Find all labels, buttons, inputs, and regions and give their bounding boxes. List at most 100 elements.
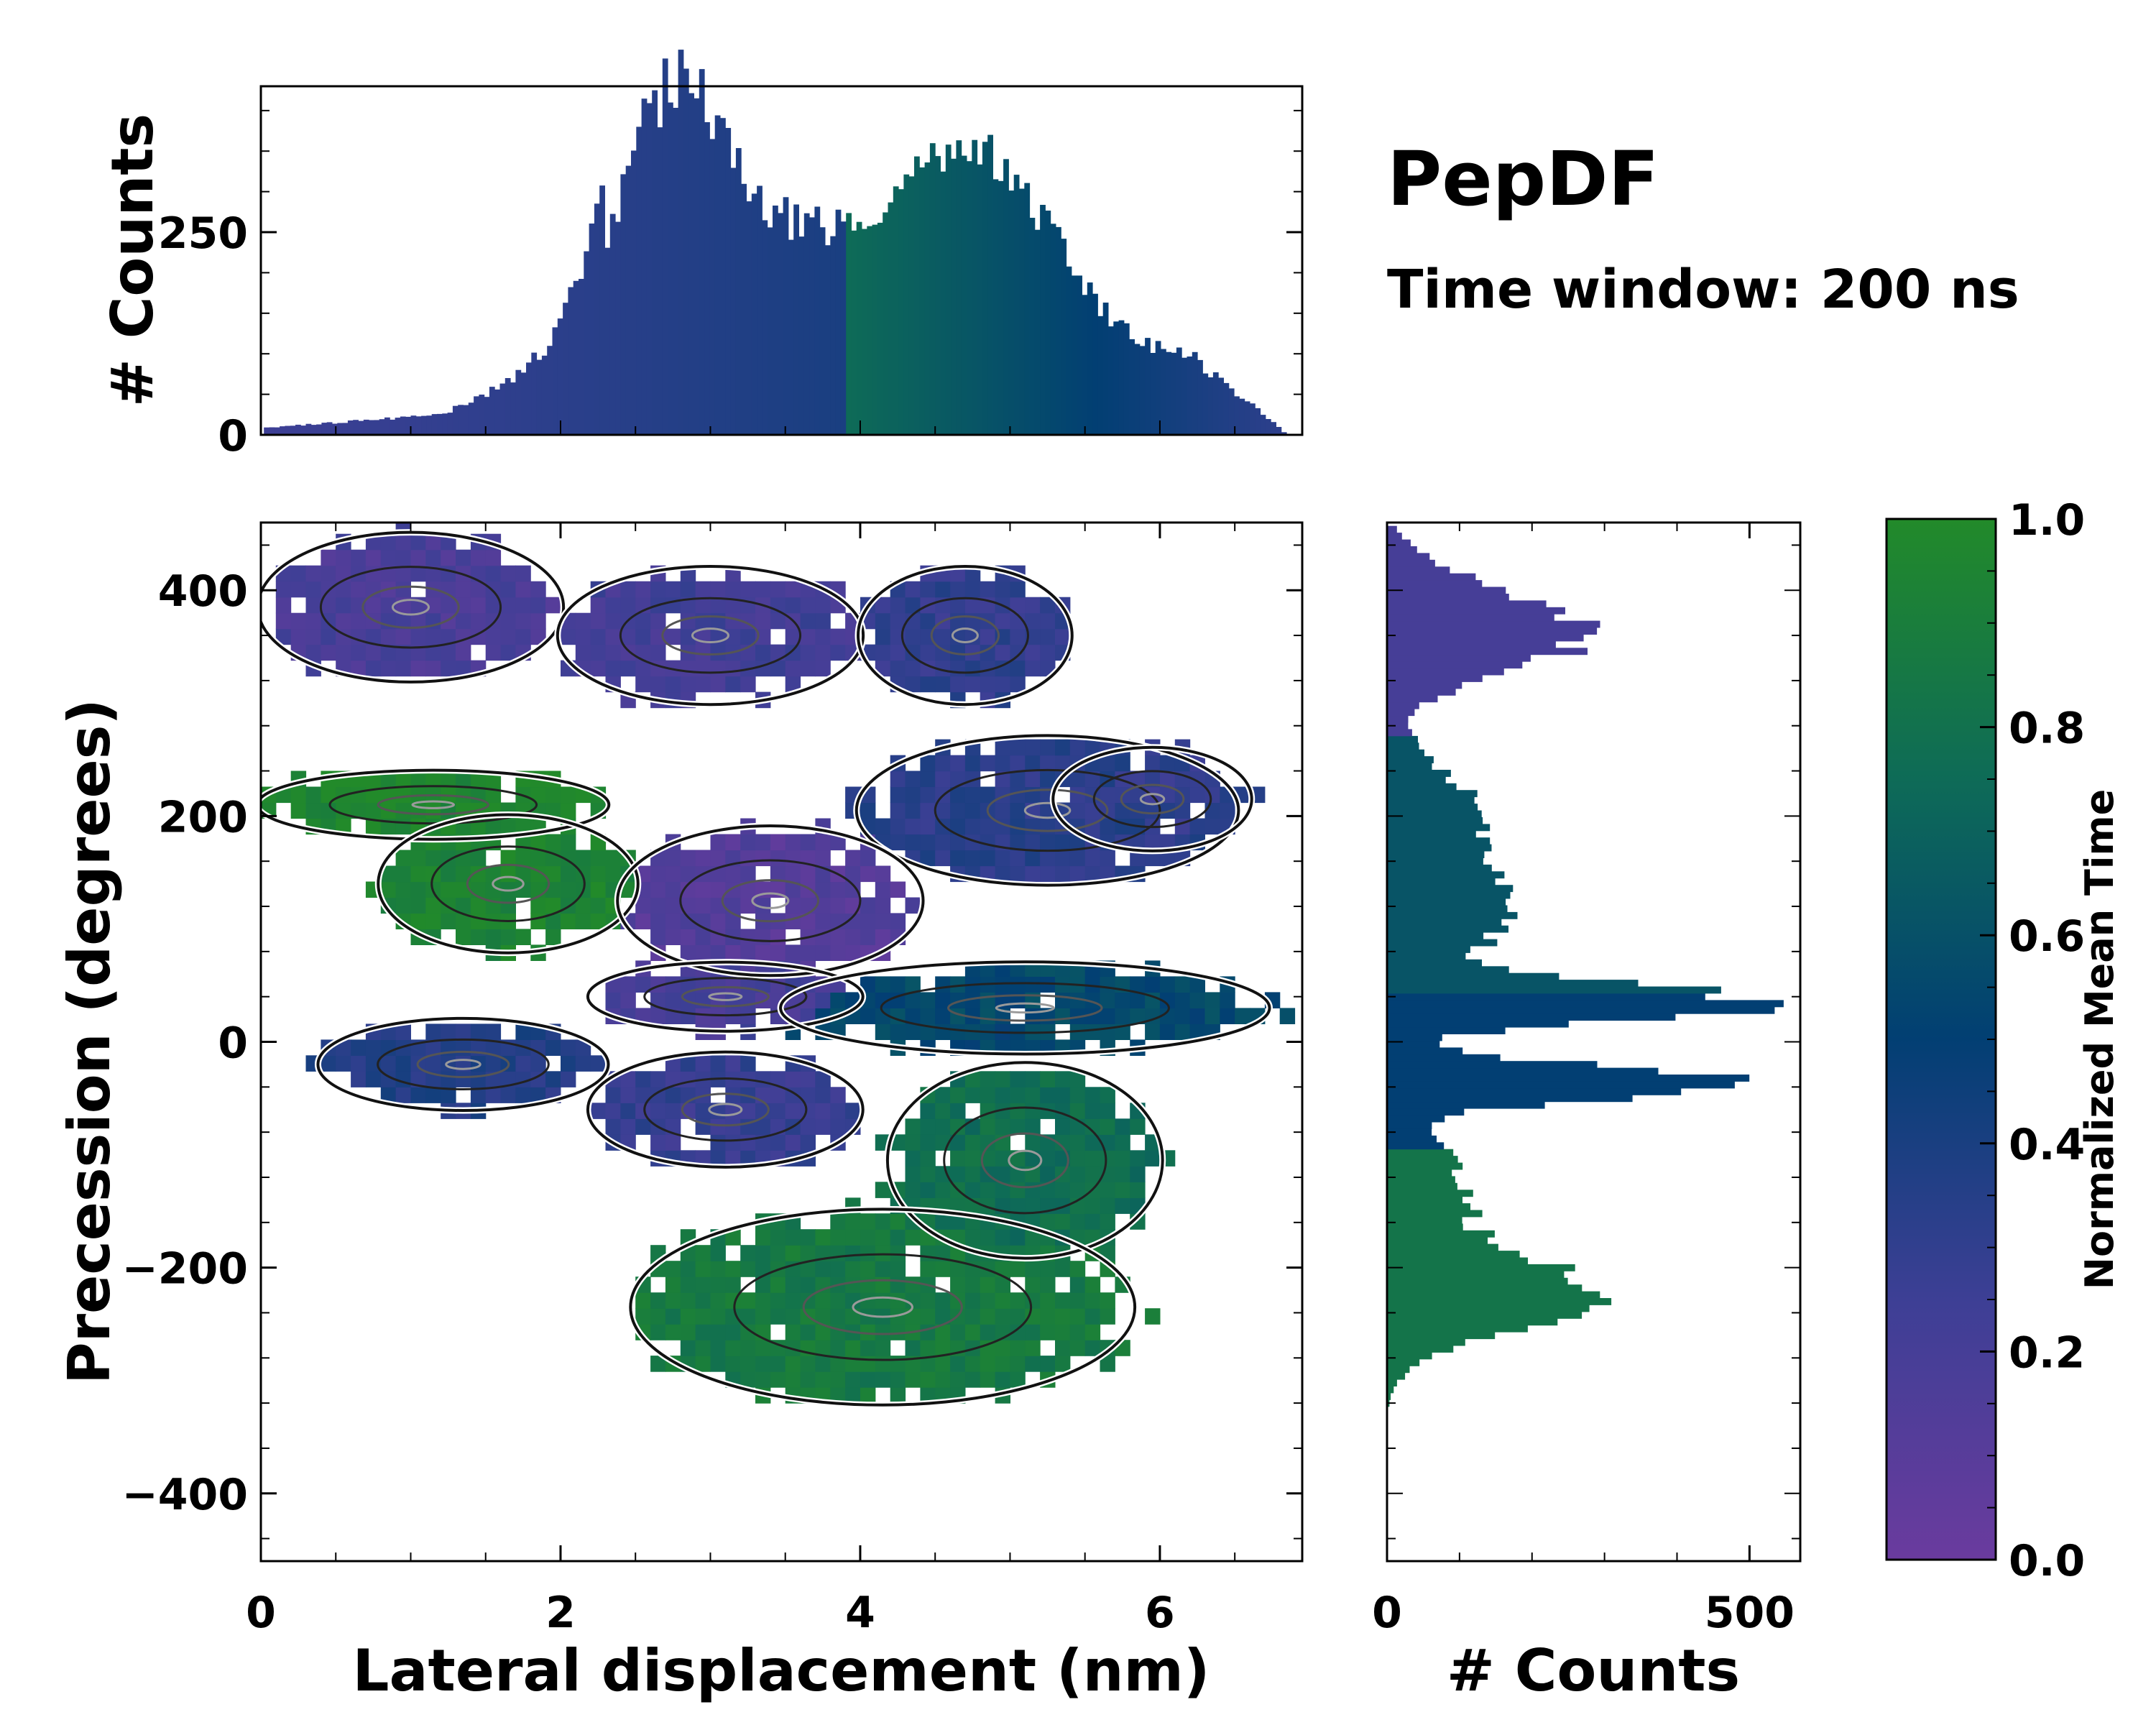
contour-inner (947, 994, 1103, 1022)
right-histogram-bar (1387, 702, 1419, 709)
density-cell (875, 1340, 891, 1356)
density-cell (561, 913, 576, 929)
density-cell (905, 1292, 921, 1309)
density-cell (890, 1213, 906, 1230)
top-histogram-bar (415, 416, 422, 435)
density-cell (875, 1024, 891, 1040)
density-cell (305, 612, 321, 630)
density-cell (441, 597, 456, 614)
density-cell (1100, 1024, 1115, 1040)
density-cell (740, 1356, 756, 1372)
top-histogram-bar (1050, 224, 1056, 435)
top-histogram-bar (625, 165, 632, 435)
density-cell (1025, 739, 1041, 756)
density-cell (845, 1371, 861, 1388)
density-cell (1189, 818, 1205, 835)
density-cell (1130, 1118, 1146, 1135)
top-histogram-bar (1145, 338, 1151, 435)
top-histogram-bar (631, 150, 637, 435)
top-histogram-bar (452, 405, 459, 435)
density-cell (1100, 1197, 1115, 1214)
density-cell (305, 786, 321, 804)
density-cell (710, 1276, 726, 1293)
density-cell (815, 597, 831, 614)
density-cell (1010, 865, 1026, 883)
density-cell (725, 1356, 741, 1372)
density-cell (515, 881, 531, 898)
density-cell (785, 881, 801, 898)
top-histogram-bar (442, 413, 448, 435)
density-cell (500, 1071, 516, 1087)
density-cell (905, 1182, 921, 1198)
top-histogram-bar (474, 396, 479, 435)
density-cell (545, 929, 561, 945)
density-cell (1010, 1371, 1026, 1388)
density-cell (1040, 1087, 1056, 1103)
contour-outer (779, 960, 1271, 1056)
density-cell (785, 676, 801, 693)
density-cell (964, 1371, 981, 1388)
density-cell (815, 944, 831, 961)
density-cell (920, 755, 936, 772)
density-cell (305, 565, 321, 582)
density-cell (695, 1008, 711, 1024)
density-cell (485, 628, 502, 645)
density-cell (1084, 1166, 1101, 1182)
top-histogram-bar (961, 155, 967, 435)
density-cell (785, 834, 801, 851)
density-cell (605, 1087, 621, 1103)
top-histogram-bar (987, 134, 993, 435)
density-cell (980, 644, 996, 661)
density-cell (950, 1024, 966, 1040)
density-cell (905, 976, 921, 993)
density-cell (515, 597, 531, 614)
right-histogram-bar (1387, 1338, 1465, 1346)
top-histogram-bar (720, 118, 726, 435)
top-histogram-bar (1234, 396, 1240, 435)
density-cell (860, 1213, 876, 1230)
density-cell (725, 1118, 741, 1135)
density-cell (950, 676, 966, 693)
density-cell (665, 1292, 681, 1309)
density-cell (815, 1071, 831, 1087)
top-histogram-bar (1207, 377, 1214, 435)
density-cell (740, 865, 756, 883)
top-histogram-bar (893, 186, 899, 435)
density-cell (410, 881, 426, 898)
density-cell (1010, 1229, 1026, 1246)
density-cell (875, 1276, 891, 1293)
right-histogram-bar (1387, 1190, 1473, 1197)
density-cell (905, 786, 921, 804)
density-cell (380, 644, 397, 661)
density-cell (410, 897, 426, 914)
density-cell (680, 597, 696, 614)
density-cell (860, 1292, 876, 1309)
density-cell (725, 944, 741, 961)
density-cell (1010, 802, 1026, 819)
right-histogram-bar (1387, 1128, 1432, 1136)
density-cell (545, 913, 561, 929)
density-cell (620, 597, 636, 614)
density-cell (305, 581, 321, 598)
top-histogram-bar (872, 224, 878, 435)
density-cell (950, 755, 966, 772)
density-cell (1025, 1103, 1041, 1119)
top-histogram-bar (846, 213, 852, 435)
density-cell (425, 1055, 441, 1072)
density-cell (545, 597, 561, 614)
density-cell (935, 992, 951, 1008)
right-histogram-bar (1387, 580, 1483, 587)
density-cell (920, 786, 936, 804)
contour-mid (934, 768, 1161, 852)
right-histogram-bar (1387, 634, 1584, 642)
top-histogram-bar (1113, 321, 1120, 435)
density-cell (950, 1213, 966, 1230)
density-cell (1145, 834, 1161, 851)
density-cell (905, 818, 921, 835)
top-histogram-bar (1118, 320, 1125, 435)
density-cell (1115, 1182, 1130, 1198)
right-histogram-bar (1387, 1264, 1575, 1271)
density-cell (875, 1371, 891, 1388)
density-cell (815, 1340, 831, 1356)
